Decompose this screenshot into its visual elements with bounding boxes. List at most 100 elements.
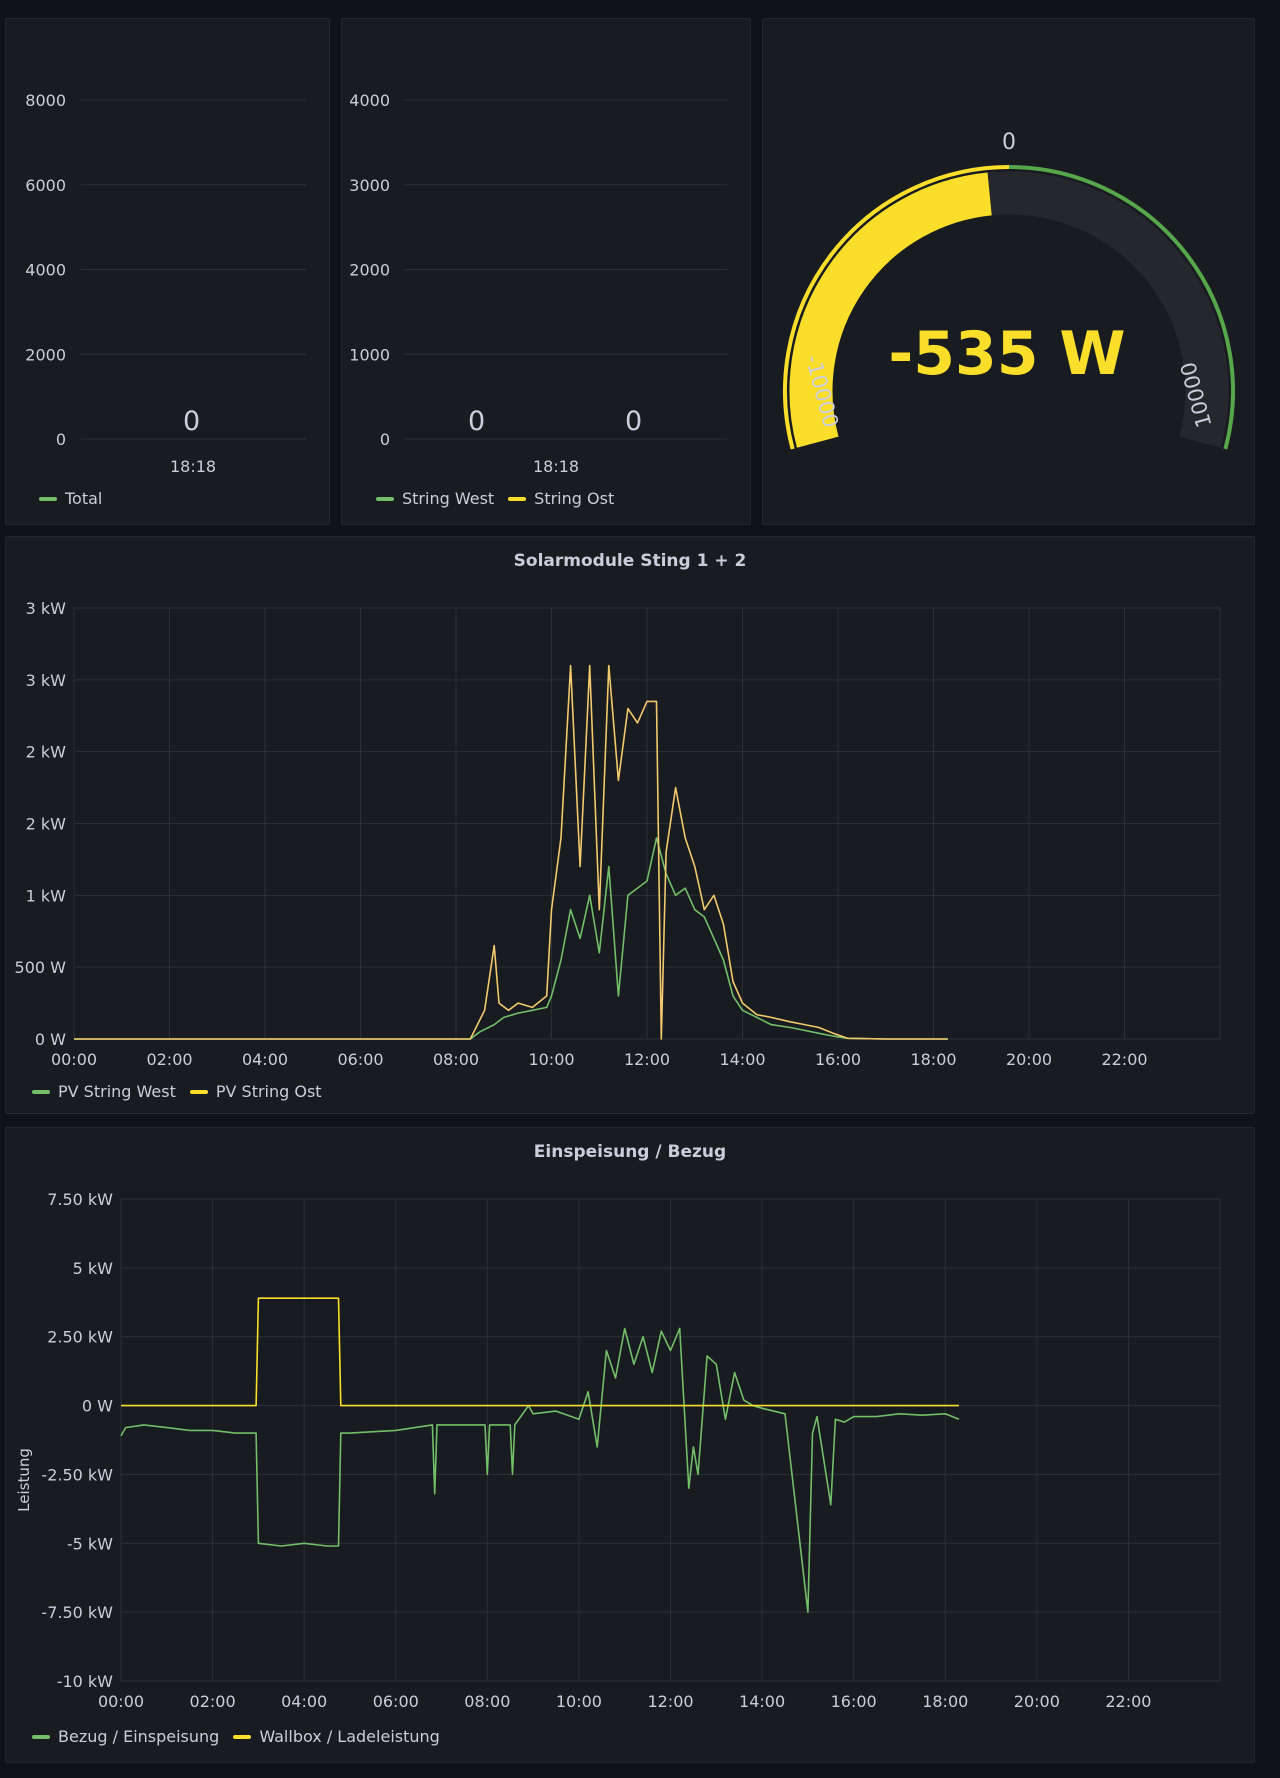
total-power-panel: 0 2000 4000 6000 8000 0 18:18 Total [5, 18, 330, 525]
x-tick-label: 08:00 [464, 1692, 510, 1711]
legend-swatch-total [39, 496, 57, 501]
y-tick-label: -7.50 kW [41, 1603, 113, 1622]
grid-feed-chart-panel: Einspeisung / Bezug -10 kW -7.50 kW -5 kW -… [5, 1127, 1255, 1763]
y-tick-label: 3 kW [26, 599, 67, 618]
gauge-threshold-green [1008, 165, 1235, 450]
y-tick-label: -5 kW [67, 1534, 113, 1553]
y-tick-label: 8000 [25, 91, 66, 110]
y-tick-label: 5 kW [73, 1259, 114, 1278]
series-line-2 [74, 664, 948, 1040]
legend-swatch-string-ost [508, 496, 527, 501]
grid-chart-title: Einspeisung / Bezug [533, 1142, 727, 1162]
total-value: 0 [183, 406, 201, 437]
string-west-value: 0 [468, 406, 486, 437]
legend-label-pv-ost: PV String Ost [215, 1082, 322, 1101]
y-tick-label: 2000 [349, 261, 390, 280]
bottom-strip [0, 1766, 1280, 1778]
y-tick-label: 4000 [25, 261, 66, 280]
string-ost-value: 0 [625, 406, 643, 437]
x-tick-label: 06:00 [337, 1050, 383, 1069]
y-tick-label: 0 W [82, 1397, 113, 1416]
solar-strings-chart-panel: Solarmodule Sting 1 + 2 0 W 500 W 1 kW 2 kW… [5, 536, 1255, 1114]
solar-chart-title: Solarmodule Sting 1 + 2 [513, 551, 747, 571]
x-tick-label: 08:00 [433, 1050, 479, 1069]
gauge-panel: 0 -10000 10000 -535 W [762, 18, 1255, 525]
legend-label-string-ost: String Ost [534, 489, 615, 508]
solar-strings-chart[interactable]: 0 W 500 W 1 kW 2 kW 2 kW 3 kW 3 kW 00:00 02:00 04… [6, 537, 1255, 1114]
series-line-1 [120, 1327, 960, 1613]
x-tick-label: 00:00 [98, 1692, 144, 1711]
x-tick-label: 12:00 [624, 1050, 670, 1069]
legend-item-pv-string-west[interactable]: PV String West [32, 1082, 176, 1101]
legend-item-string-ost[interactable]: String Ost [508, 489, 614, 508]
legend-label-wallbox: Wallbox / Ladeleistung [259, 1727, 440, 1746]
y-tick-label: -2.50 kW [41, 1465, 113, 1484]
strings-legend: String West String Ost [376, 489, 614, 508]
x-tick-label: 18:00 [910, 1050, 956, 1069]
legend-item-bezug[interactable]: Bezug / Einspeisung [32, 1727, 219, 1746]
x-tick-label: 12:00 [647, 1692, 693, 1711]
x-tick-label: 18:00 [922, 1692, 968, 1711]
legend-label-pv-west: PV String West [58, 1082, 176, 1101]
legend-item-total[interactable]: Total [39, 489, 102, 508]
x-tick-label: 04:00 [281, 1692, 327, 1711]
chart-grid: -10 kW -7.50 kW -5 kW -2.50 kW 0 W 2.50 kW 5 k… [15, 1190, 1221, 1711]
x-tick-label: 20:00 [1006, 1050, 1052, 1069]
legend-swatch-string-west [376, 496, 394, 501]
x-tick-label: 14:00 [739, 1692, 785, 1711]
legend-item-wallbox[interactable]: Wallbox / Ladeleistung [233, 1727, 440, 1746]
legend-swatch-bezug [32, 1734, 50, 1739]
y-tick-label: 1 kW [26, 886, 67, 905]
x-tick-label: 20:00 [1014, 1692, 1060, 1711]
total-time-label: 18:18 [170, 457, 217, 476]
y-tick-label: 500 W [15, 958, 67, 977]
total-legend: Total [39, 489, 102, 508]
legend-swatch-wallbox [233, 1734, 252, 1739]
strings-mini-chart: 0 1000 2000 3000 4000 [349, 91, 727, 449]
gauge-value-arc [789, 172, 993, 448]
x-tick-label: 16:00 [815, 1050, 861, 1069]
x-tick-label: 14:00 [719, 1050, 765, 1069]
y-tick-label: 0 [56, 430, 66, 449]
y-tick-label: 7.50 kW [47, 1190, 113, 1209]
gauge-value-text: -535 W [888, 319, 1125, 389]
x-tick-label: 00:00 [51, 1050, 97, 1069]
x-tick-label: 16:00 [831, 1692, 877, 1711]
gauge-zero-label: 0 [1002, 130, 1016, 155]
y-tick-label: 0 W [35, 1030, 66, 1049]
grid-chart-legend: Bezug / Einspeisung Wallbox / Ladeleistu… [32, 1727, 440, 1746]
solar-chart-legend: PV String West PV String Ost [32, 1082, 322, 1101]
y-tick-label: 2000 [25, 345, 66, 364]
legend-label-bezug: Bezug / Einspeisung [58, 1727, 220, 1746]
strings-time-label: 18:18 [533, 457, 580, 476]
y-tick-label: 2 kW [26, 815, 67, 834]
y-tick-label: 2.50 kW [47, 1328, 113, 1347]
x-tick-label: 02:00 [190, 1692, 236, 1711]
x-tick-label: 22:00 [1101, 1050, 1147, 1069]
x-tick-label: 10:00 [528, 1050, 574, 1069]
y-tick-label: 1000 [349, 345, 390, 364]
legend-item-string-west[interactable]: String West [376, 489, 494, 508]
y-tick-label: 4000 [349, 91, 390, 110]
x-tick-label: 22:00 [1105, 1692, 1151, 1711]
legend-item-pv-string-ost[interactable]: PV String Ost [189, 1082, 322, 1101]
series-line-2 [121, 1297, 959, 1407]
x-tick-label: 06:00 [373, 1692, 419, 1711]
legend-label-string-west: String West [402, 489, 495, 508]
y-tick-label: 2 kW [26, 743, 67, 762]
y-tick-label: 0 [380, 430, 390, 449]
y-tick-label: 3000 [349, 176, 390, 195]
x-tick-label: 04:00 [242, 1050, 288, 1069]
strings-power-panel: 0 1000 2000 3000 4000 0 0 18:18 String West … [341, 18, 751, 525]
x-tick-label: 10:00 [556, 1692, 602, 1711]
y-axis-label: Leistung [15, 1448, 33, 1512]
legend-swatch-pv-west [32, 1089, 50, 1094]
chart-grid: 0 W 500 W 1 kW 2 kW 2 kW 3 kW 3 kW 00:00 02:00 04… [15, 599, 1221, 1069]
y-tick-label: 3 kW [26, 671, 67, 690]
power-gauge: 0 -10000 10000 -535 W [783, 130, 1235, 450]
top-strip [0, 0, 1280, 18]
grid-feed-chart[interactable]: -10 kW -7.50 kW -5 kW -2.50 kW 0 W 2.50 kW 5 k… [6, 1128, 1255, 1763]
total-mini-chart: 0 2000 4000 6000 8000 [25, 91, 306, 449]
legend-label-total: Total [65, 489, 103, 508]
legend-swatch-pv-ost [189, 1089, 208, 1094]
